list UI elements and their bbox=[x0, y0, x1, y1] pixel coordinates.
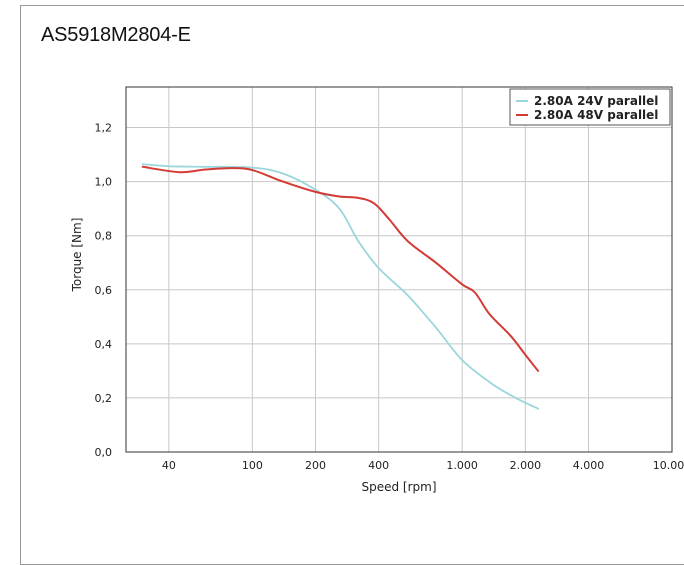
x-tick-label: 200 bbox=[305, 459, 326, 472]
x-tick-label: 4.000 bbox=[573, 459, 605, 472]
plot-border bbox=[126, 87, 672, 452]
x-tick-label: 40 bbox=[162, 459, 176, 472]
y-tick-label: 1,2 bbox=[95, 122, 113, 135]
series-line-1 bbox=[143, 164, 538, 409]
x-tick-label: 100 bbox=[242, 459, 263, 472]
series-group bbox=[143, 164, 538, 409]
y-axis-label: Torque [Nm] bbox=[70, 218, 84, 293]
y-tick-label: 0,0 bbox=[95, 446, 113, 459]
grid bbox=[126, 87, 672, 452]
series-line-2 bbox=[143, 167, 538, 371]
legend-label-1: 2.80A 24V parallel bbox=[534, 94, 658, 108]
y-tick-label: 0,2 bbox=[95, 392, 113, 405]
x-tick-label: 10.000 bbox=[653, 459, 684, 472]
legend-label-2: 2.80A 48V parallel bbox=[534, 108, 658, 122]
x-tick-label: 2.000 bbox=[510, 459, 542, 472]
y-tick-label: 0,6 bbox=[95, 284, 113, 297]
x-tick-label: 400 bbox=[368, 459, 389, 472]
x-axis-label: Speed [rpm] bbox=[361, 480, 436, 494]
y-tick-label: 0,4 bbox=[95, 338, 113, 351]
y-tick-label: 0,8 bbox=[95, 230, 113, 243]
x-tick-label: 1.000 bbox=[446, 459, 478, 472]
tick-labels: 40 100 200 400 1.000 2.000 4.000 10.000 0,0 0,2 0,… bbox=[95, 122, 684, 472]
torque-speed-chart: 40 100 200 400 1.000 2.000 4.000 10.000 0,0 0,2 0,… bbox=[0, 0, 684, 546]
y-tick-label: 1,0 bbox=[95, 176, 113, 189]
